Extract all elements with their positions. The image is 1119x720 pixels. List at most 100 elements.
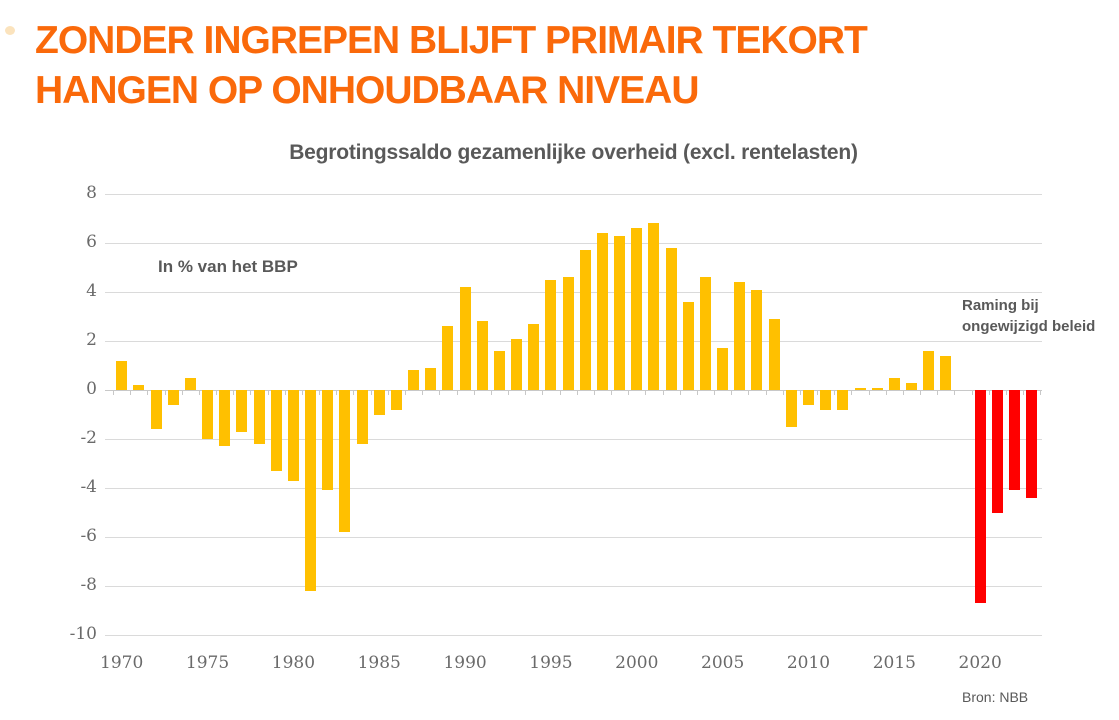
slide-title-line1: ZONDER INGREPEN BLIJFT PRIMAIR TEKORT <box>35 19 868 62</box>
bar-1998 <box>596 233 608 390</box>
bar-2012 <box>837 390 849 410</box>
bar-2015 <box>888 377 900 390</box>
unit-label: In % van het BBP <box>158 257 298 276</box>
bar-1979 <box>270 390 282 471</box>
bar-2018 <box>940 355 952 390</box>
bar-1976 <box>219 390 231 447</box>
bar-1991 <box>476 321 488 390</box>
bar-1989 <box>442 326 454 390</box>
x-tick-label: 2015 <box>872 653 916 673</box>
year-tick <box>851 390 853 395</box>
axis-zero-line <box>105 389 1042 391</box>
year-tick <box>319 390 321 395</box>
year-tick <box>198 390 200 395</box>
forecast-annotation-line2: ongewijzigd beleid <box>962 318 1096 335</box>
bar-1977 <box>236 390 248 432</box>
bar-1987 <box>408 370 420 390</box>
year-tick <box>473 390 475 395</box>
bar-2010 <box>803 390 814 405</box>
forecast-annotation: Raming bij ongewijzigd beleid <box>962 295 1112 337</box>
y-tick-label: -6 <box>80 526 97 546</box>
year-tick <box>576 390 578 395</box>
y-tick-label: -2 <box>80 428 97 448</box>
bar-1971 <box>133 385 145 390</box>
slide-title-line2: HANGEN OP ONHOUDBAAR NIVEAU <box>35 69 700 112</box>
x-tick-label: 2000 <box>615 653 659 673</box>
x-tick-label: 2005 <box>701 653 745 673</box>
x-tick-label: 1970 <box>100 653 144 673</box>
year-tick <box>628 390 630 395</box>
y-tick-label: 0 <box>86 379 97 399</box>
y-tick-label: 4 <box>86 281 97 301</box>
year-tick <box>301 390 303 395</box>
year-tick <box>920 390 922 395</box>
bar-1984 <box>356 390 368 444</box>
bar-1970 <box>116 360 128 390</box>
bar-2014 <box>871 387 883 390</box>
year-tick <box>130 390 132 395</box>
gridline <box>105 487 1042 489</box>
bar-1990 <box>459 287 471 390</box>
year-tick <box>662 390 664 395</box>
chart-title: Begrotingssaldo gezamenlijke overheid (e… <box>289 141 858 164</box>
source-label: Bron: NBB <box>962 689 1029 705</box>
x-tick-label: 1985 <box>357 653 401 673</box>
year-tick <box>216 390 218 395</box>
bar-1995 <box>545 279 557 390</box>
bar-2006 <box>734 282 746 390</box>
year-tick <box>954 390 956 395</box>
year-tick <box>353 390 355 395</box>
year-tick <box>267 390 269 395</box>
x-tick-label: 2020 <box>958 653 1002 673</box>
bar-2003 <box>682 301 694 390</box>
year-tick <box>1040 390 1042 395</box>
slide-title: ZONDER INGREPEN BLIJFT PRIMAIR TEKORT HA… <box>35 16 1095 116</box>
year-tick <box>439 390 441 395</box>
bar-2020 <box>974 390 986 604</box>
bar-1997 <box>579 250 591 390</box>
year-tick <box>456 390 458 395</box>
year-tick <box>817 390 819 395</box>
bar-2011 <box>820 390 832 410</box>
gridline <box>105 634 1042 636</box>
year-tick <box>731 390 733 395</box>
bar-1993 <box>511 338 523 390</box>
bar-1985 <box>373 390 385 415</box>
y-tick-label: 8 <box>86 183 97 203</box>
bar-2013 <box>854 387 866 390</box>
y-tick-label: 2 <box>86 330 97 350</box>
bar-2021 <box>991 390 1003 513</box>
forecast-annotation-line1: Raming bij <box>962 297 1039 314</box>
year-tick <box>696 390 698 395</box>
year-tick <box>422 390 424 395</box>
x-tick-label: 2010 <box>786 653 831 673</box>
bar-2016 <box>906 382 918 390</box>
bar-2009 <box>785 390 797 427</box>
bar-2023 <box>1026 390 1038 498</box>
bar-1988 <box>425 367 437 390</box>
year-tick <box>181 390 183 395</box>
bar-2004 <box>699 277 711 390</box>
year-tick <box>937 390 939 395</box>
y-tick-label: 6 <box>86 232 97 252</box>
bar-2007 <box>751 289 763 390</box>
gridline <box>105 193 1042 195</box>
year-tick <box>885 390 887 395</box>
year-tick <box>284 390 286 395</box>
year-tick <box>164 390 166 395</box>
year-tick <box>1005 390 1007 395</box>
bar-1973 <box>167 390 179 405</box>
year-tick <box>765 390 767 395</box>
y-tick-label: -4 <box>80 477 97 497</box>
year-tick <box>748 390 750 395</box>
bar-1996 <box>562 277 574 390</box>
year-tick <box>336 390 338 395</box>
bar-1994 <box>528 323 540 390</box>
year-tick <box>490 390 492 395</box>
year-tick <box>113 390 115 395</box>
bar-1974 <box>184 377 196 390</box>
gridline <box>105 242 1042 244</box>
year-tick <box>405 390 406 395</box>
year-tick <box>902 390 904 395</box>
year-tick <box>250 390 252 395</box>
